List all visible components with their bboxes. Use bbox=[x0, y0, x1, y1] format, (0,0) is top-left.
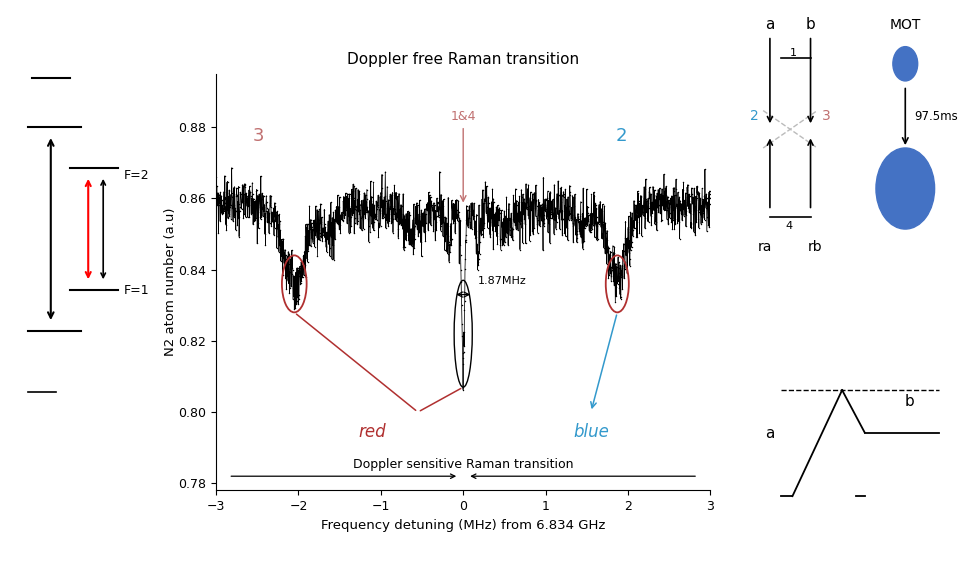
Text: MOT: MOT bbox=[890, 19, 921, 32]
Text: blue: blue bbox=[573, 423, 609, 441]
Text: 97.5ms: 97.5ms bbox=[914, 110, 958, 123]
Text: red: red bbox=[359, 423, 386, 441]
Text: F=2: F=2 bbox=[124, 170, 150, 183]
Text: 1: 1 bbox=[790, 48, 797, 58]
Text: 2: 2 bbox=[615, 128, 627, 145]
Text: 1.87MHz: 1.87MHz bbox=[478, 276, 527, 286]
Text: ra: ra bbox=[758, 240, 773, 254]
Circle shape bbox=[876, 148, 935, 229]
Text: 2: 2 bbox=[750, 109, 758, 123]
Text: a: a bbox=[765, 18, 775, 32]
X-axis label: Frequency detuning (MHz) from 6.834 GHz: Frequency detuning (MHz) from 6.834 GHz bbox=[321, 519, 606, 532]
Title: Doppler free Raman transition: Doppler free Raman transition bbox=[348, 52, 579, 67]
Text: a: a bbox=[765, 426, 775, 441]
Text: b: b bbox=[805, 18, 815, 32]
Circle shape bbox=[893, 46, 918, 81]
Text: rb: rb bbox=[807, 240, 823, 254]
Text: b: b bbox=[905, 393, 915, 408]
Text: 1&4: 1&4 bbox=[450, 110, 476, 201]
Text: Doppler sensitive Raman transition: Doppler sensitive Raman transition bbox=[353, 458, 573, 471]
Text: 4: 4 bbox=[785, 221, 793, 231]
Y-axis label: N2 atom number (a.u): N2 atom number (a.u) bbox=[164, 208, 177, 356]
Text: 3: 3 bbox=[822, 109, 830, 123]
Text: F=1: F=1 bbox=[124, 284, 150, 297]
Text: 3: 3 bbox=[253, 128, 265, 145]
